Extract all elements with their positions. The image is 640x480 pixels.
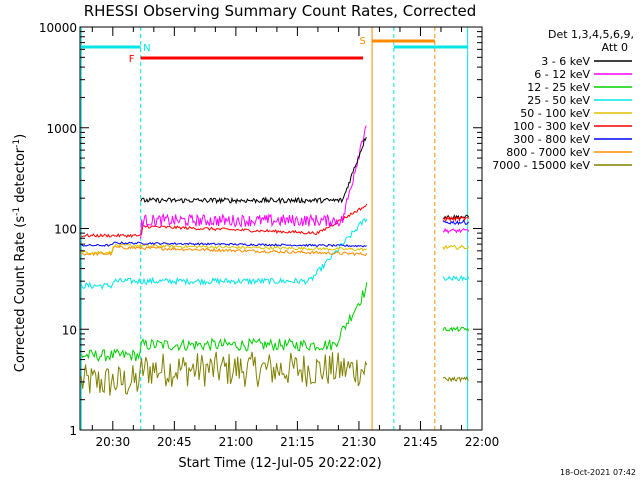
post-gap-trace: [442, 326, 470, 333]
axes: 20:30 20:45 21:00 21:15 21:30 21:45 22:00 1 10 10…: [39, 21, 499, 449]
flag-label: F: [129, 54, 135, 65]
x-tick-label: 22:00: [465, 435, 500, 449]
generation-timestamp: 18-Oct-2021 07:42: [560, 468, 636, 477]
legend-label: 800 - 7000 keV: [506, 146, 590, 159]
post-gap-trace: [442, 215, 470, 223]
x-axis-label: Start Time (12-Jul-05 20:22:02): [178, 456, 381, 471]
post-gap-trace: [442, 275, 470, 282]
chart-title: RHESSI Observing Summary Count Rates, Co…: [84, 2, 477, 20]
y-tick-label: 10000: [39, 21, 77, 35]
x-tick-label: 21:45: [403, 435, 438, 449]
x-tick-label: 21:15: [280, 435, 315, 449]
detectors-label: Det 1,3,4,5,6,9,: [548, 28, 634, 41]
post-gap-trace: [442, 219, 470, 226]
legend-label: 7000 - 15000 keV: [492, 159, 590, 172]
post-gap-trace: [442, 376, 469, 383]
flag-label: N: [143, 43, 150, 54]
legend-label: 12 - 25 keV: [527, 81, 590, 94]
svg-text:Corrected Count Rate (s-1 dete: Corrected Count Rate (s-1 detector-1): [12, 134, 28, 372]
post-gap-trace: [442, 227, 470, 234]
y-label-exp2: -1: [12, 139, 22, 148]
series-100-300-kev-trace: [80, 203, 368, 239]
y-tick-label: 10: [62, 323, 77, 337]
x-tick-label: 20:30: [96, 435, 131, 449]
y-label-exp1: -1: [12, 207, 22, 216]
series-3-6-kev-trace: [140, 136, 367, 205]
series-25-50-kev-trace: [80, 217, 368, 290]
attenuator-label: Att 0: [602, 41, 628, 54]
post-gap-trace: [442, 244, 470, 251]
legend-label: 50 - 100 keV: [520, 107, 590, 120]
y-label-end: ): [13, 134, 28, 139]
series-800-7000-kev-trace: [81, 245, 368, 257]
legend-label: 300 - 800 keV: [513, 133, 590, 146]
flag-label: S: [360, 36, 366, 47]
series-300-800-kev-trace: [80, 241, 367, 248]
y-tick-label: 1000: [46, 122, 77, 136]
series-50-100-kev-trace: [80, 243, 368, 255]
plot-area: NF S: [80, 27, 470, 430]
legend-label: 100 - 300 keV: [513, 120, 590, 133]
x-tick-label: 20:45: [157, 435, 192, 449]
series-6-12-kev-trace: [140, 125, 367, 239]
y-axis-label: Corrected Count Rate (s-1 detector-1): [12, 134, 28, 372]
y-label-main: Corrected Count Rate (s: [13, 216, 28, 373]
series-12-25-kev-trace: [80, 282, 368, 363]
y-tick-label: 1: [69, 424, 77, 438]
x-tick-label: 21:30: [342, 435, 377, 449]
series-7000-15000-kev-trace: [80, 351, 368, 396]
legend-label: 3 - 6 keV: [541, 55, 590, 68]
y-label-mid: detector: [13, 147, 28, 207]
legend-label: 25 - 50 keV: [527, 94, 590, 107]
legend-label: 6 - 12 keV: [534, 68, 590, 81]
y-tick-label: 100: [54, 223, 77, 237]
x-tick-label: 21:00: [219, 435, 254, 449]
